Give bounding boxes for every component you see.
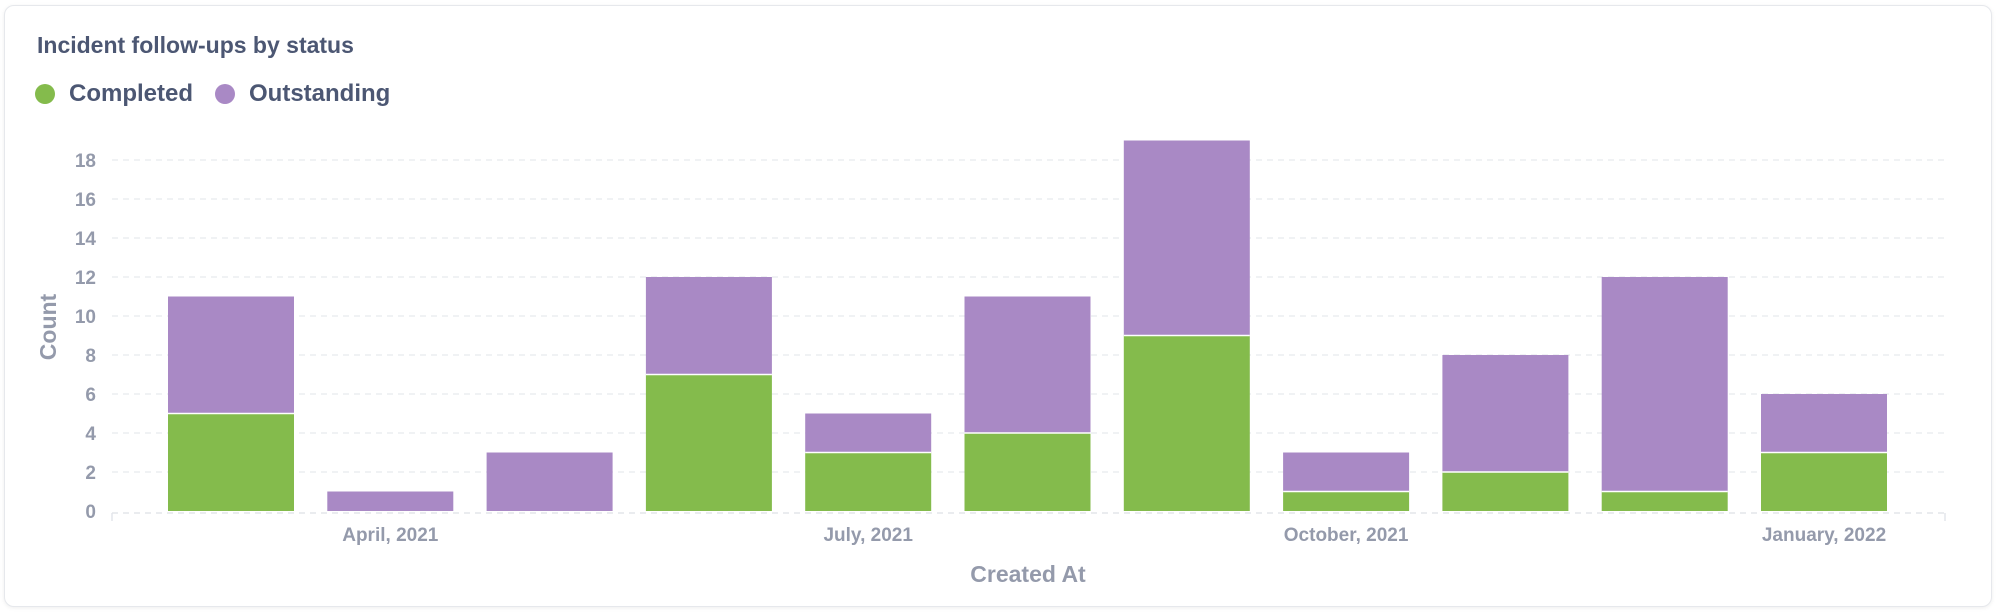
bar-completed-2021-10[interactable] xyxy=(1283,491,1410,512)
bar-completed-2021-11[interactable] xyxy=(1442,472,1569,511)
legend-dot-outstanding xyxy=(215,84,236,104)
bar-outstanding-2021-12[interactable] xyxy=(1601,277,1728,492)
y-tick-label: 8 xyxy=(85,346,96,367)
bar-outstanding-2021-09[interactable] xyxy=(1123,140,1250,336)
y-tick-label: 18 xyxy=(75,151,96,172)
bar-completed-2021-08[interactable] xyxy=(964,433,1091,511)
x-tick-label: July, 2021 xyxy=(823,525,913,546)
y-tick-label: 4 xyxy=(85,424,96,445)
legend-item-completed[interactable]: Completed xyxy=(35,80,193,108)
bar-outstanding-2021-06[interactable] xyxy=(645,277,772,375)
bar-outstanding-2022-01[interactable] xyxy=(1761,394,1887,453)
y-tick-label: 6 xyxy=(85,385,96,406)
bar-outstanding-2021-03[interactable] xyxy=(168,296,294,414)
bar-outstanding-2021-11[interactable] xyxy=(1442,355,1569,472)
bar-completed-2021-03[interactable] xyxy=(168,413,294,512)
chart-title[interactable]: Incident follow-ups by status xyxy=(37,32,354,58)
bar-completed-2021-06[interactable] xyxy=(645,374,772,512)
bar-completed-2021-09[interactable] xyxy=(1123,335,1250,512)
legend: Completed Outstanding xyxy=(35,80,412,108)
y-axis-title: Count xyxy=(35,293,61,360)
y-tick-label: 10 xyxy=(75,307,96,328)
bar-outstanding-2021-05[interactable] xyxy=(486,452,613,512)
bar-outstanding-2021-08[interactable] xyxy=(964,296,1091,434)
y-tick-label: 16 xyxy=(75,190,96,211)
legend-label-completed: Completed xyxy=(69,80,194,107)
x-tick-label: April, 2021 xyxy=(342,525,439,546)
legend-dot-completed xyxy=(35,84,55,104)
bar-outstanding-2021-10[interactable] xyxy=(1283,452,1410,492)
y-tick-label: 12 xyxy=(75,268,96,289)
bar-completed-2021-12[interactable] xyxy=(1601,491,1728,512)
x-tick-label: January, 2022 xyxy=(1762,525,1886,546)
bar-completed-2022-01[interactable] xyxy=(1761,452,1887,512)
bar-outstanding-2021-07[interactable] xyxy=(805,413,932,453)
y-tick-label: 0 xyxy=(85,502,96,523)
x-axis-title: Created At xyxy=(970,561,1086,587)
x-tick-label: October, 2021 xyxy=(1284,525,1409,546)
legend-label-outstanding: Outstanding xyxy=(249,80,391,107)
y-tick-label: 14 xyxy=(75,229,97,250)
bar-outstanding-2021-04[interactable] xyxy=(327,491,454,512)
bar-completed-2021-07[interactable] xyxy=(805,452,932,512)
legend-item-outstanding[interactable]: Outstanding xyxy=(215,80,390,108)
y-tick-label: 2 xyxy=(85,463,96,484)
